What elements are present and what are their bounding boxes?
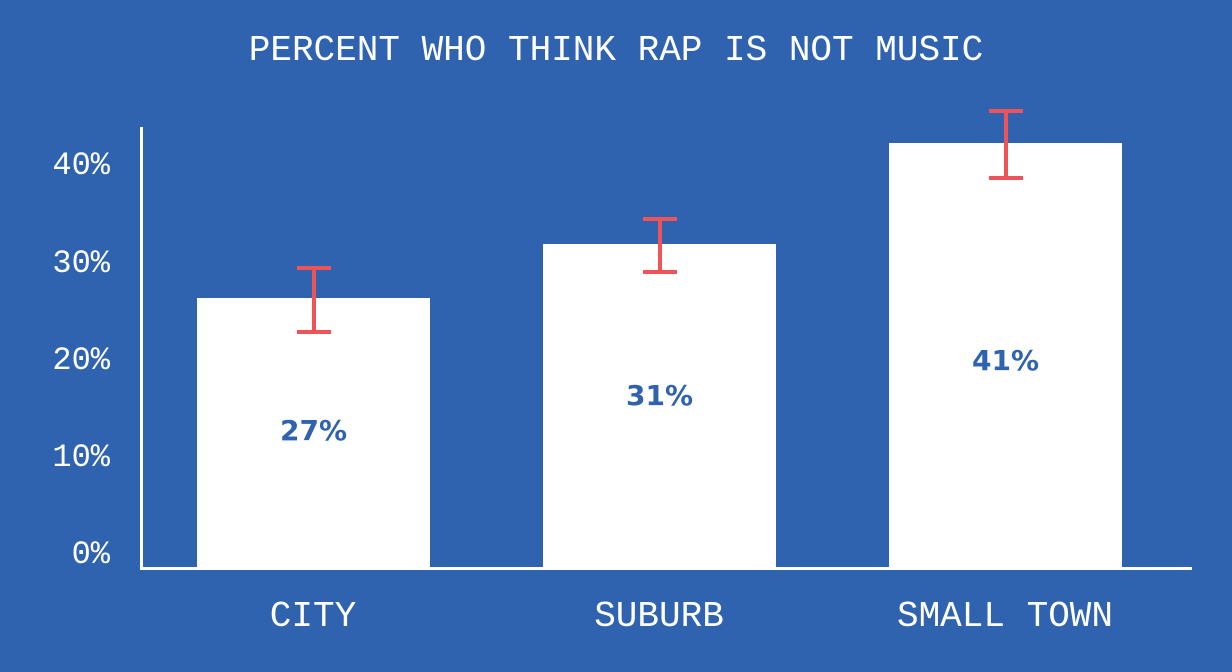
y-tick-label: 0% <box>71 536 110 573</box>
chart-title: PERCENT WHO THINK RAP IS NOT MUSIC <box>248 30 984 71</box>
bar-value-label: 27% <box>279 414 348 447</box>
error-bar-cap-top <box>297 266 331 270</box>
y-tick-label: 10% <box>52 439 110 476</box>
error-bar <box>658 218 662 272</box>
bar-value-label: 41% <box>971 344 1040 377</box>
error-bar-cap-bottom <box>297 330 331 334</box>
y-tick-label: 40% <box>52 147 110 184</box>
error-bar <box>1004 110 1008 178</box>
x-category-label: SUBURB <box>594 596 724 637</box>
error-bar <box>312 267 316 333</box>
y-axis-line <box>140 127 143 570</box>
y-tick-label: 20% <box>52 342 110 379</box>
bar-small-town <box>889 143 1122 568</box>
error-bar-cap-bottom <box>989 176 1023 180</box>
x-axis-line <box>140 567 1192 570</box>
bar-value-label: 31% <box>625 379 694 412</box>
x-category-label: SMALL TOWN <box>896 596 1114 637</box>
error-bar-cap-top <box>989 109 1023 113</box>
error-bar-cap-bottom <box>643 270 677 274</box>
x-category-label: CITY <box>269 596 357 637</box>
error-bar-cap-top <box>643 217 677 221</box>
bar-suburb <box>543 244 776 568</box>
y-tick-label: 30% <box>52 245 110 282</box>
bar-city <box>197 298 430 568</box>
